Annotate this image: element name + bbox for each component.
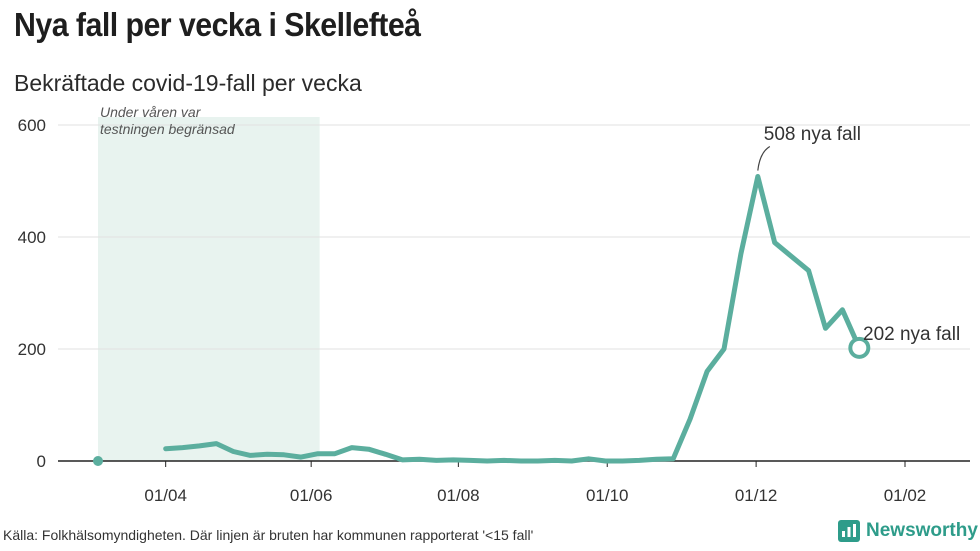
x-tick-label-01-10: 01/10 xyxy=(586,486,629,505)
source-note: Källa: Folkhälsomyndigheten. Där linjen … xyxy=(3,527,534,543)
peak-annotation-leader xyxy=(757,146,771,171)
chart-subtitle: Bekräftade covid-19-fall per vecka xyxy=(14,70,362,96)
x-tick-label-01-06: 01/06 xyxy=(290,486,333,505)
newsworthy-logo-icon xyxy=(838,520,860,542)
band-label-line-1: Under våren var xyxy=(100,104,202,120)
last-value-marker xyxy=(848,336,871,359)
x-tick-label-01-04: 01/04 xyxy=(144,486,187,505)
band-label-line-2: testningen begränsad xyxy=(100,121,236,137)
y-tick-label-600: 600 xyxy=(18,116,46,135)
y-tick-label-400: 400 xyxy=(18,228,46,247)
y-tick-label-200: 200 xyxy=(18,340,46,359)
peak-annotation-label: 508 nya fall xyxy=(764,124,861,145)
x-tick-label-01-08: 01/08 xyxy=(437,486,480,505)
limited-testing-band xyxy=(98,117,320,461)
series-point-start xyxy=(93,456,103,466)
gridlines xyxy=(58,124,970,350)
y-tick-label-0: 0 xyxy=(37,452,46,471)
series-layer xyxy=(93,174,862,466)
y-axis-ticks: 0 200 400 600 xyxy=(18,116,46,471)
series-line-cases xyxy=(163,174,862,464)
annotations-layer: 508 nya fall 202 nya fall xyxy=(757,124,960,359)
x-tick-label-01-12: 01/12 xyxy=(735,486,778,505)
chart-title: Nya fall per vecka i Skellefteå xyxy=(14,6,421,43)
x-tick-label-01-02: 01/02 xyxy=(884,486,927,505)
last-value-annotation-label: 202 nya fall xyxy=(863,324,960,345)
brand-logo[interactable]: Newsworthy xyxy=(838,520,978,542)
brand-name: Newsworthy xyxy=(866,520,978,541)
x-axis-ticks: 01/04 01/06 01/08 01/10 01/12 01/02 xyxy=(144,461,926,505)
